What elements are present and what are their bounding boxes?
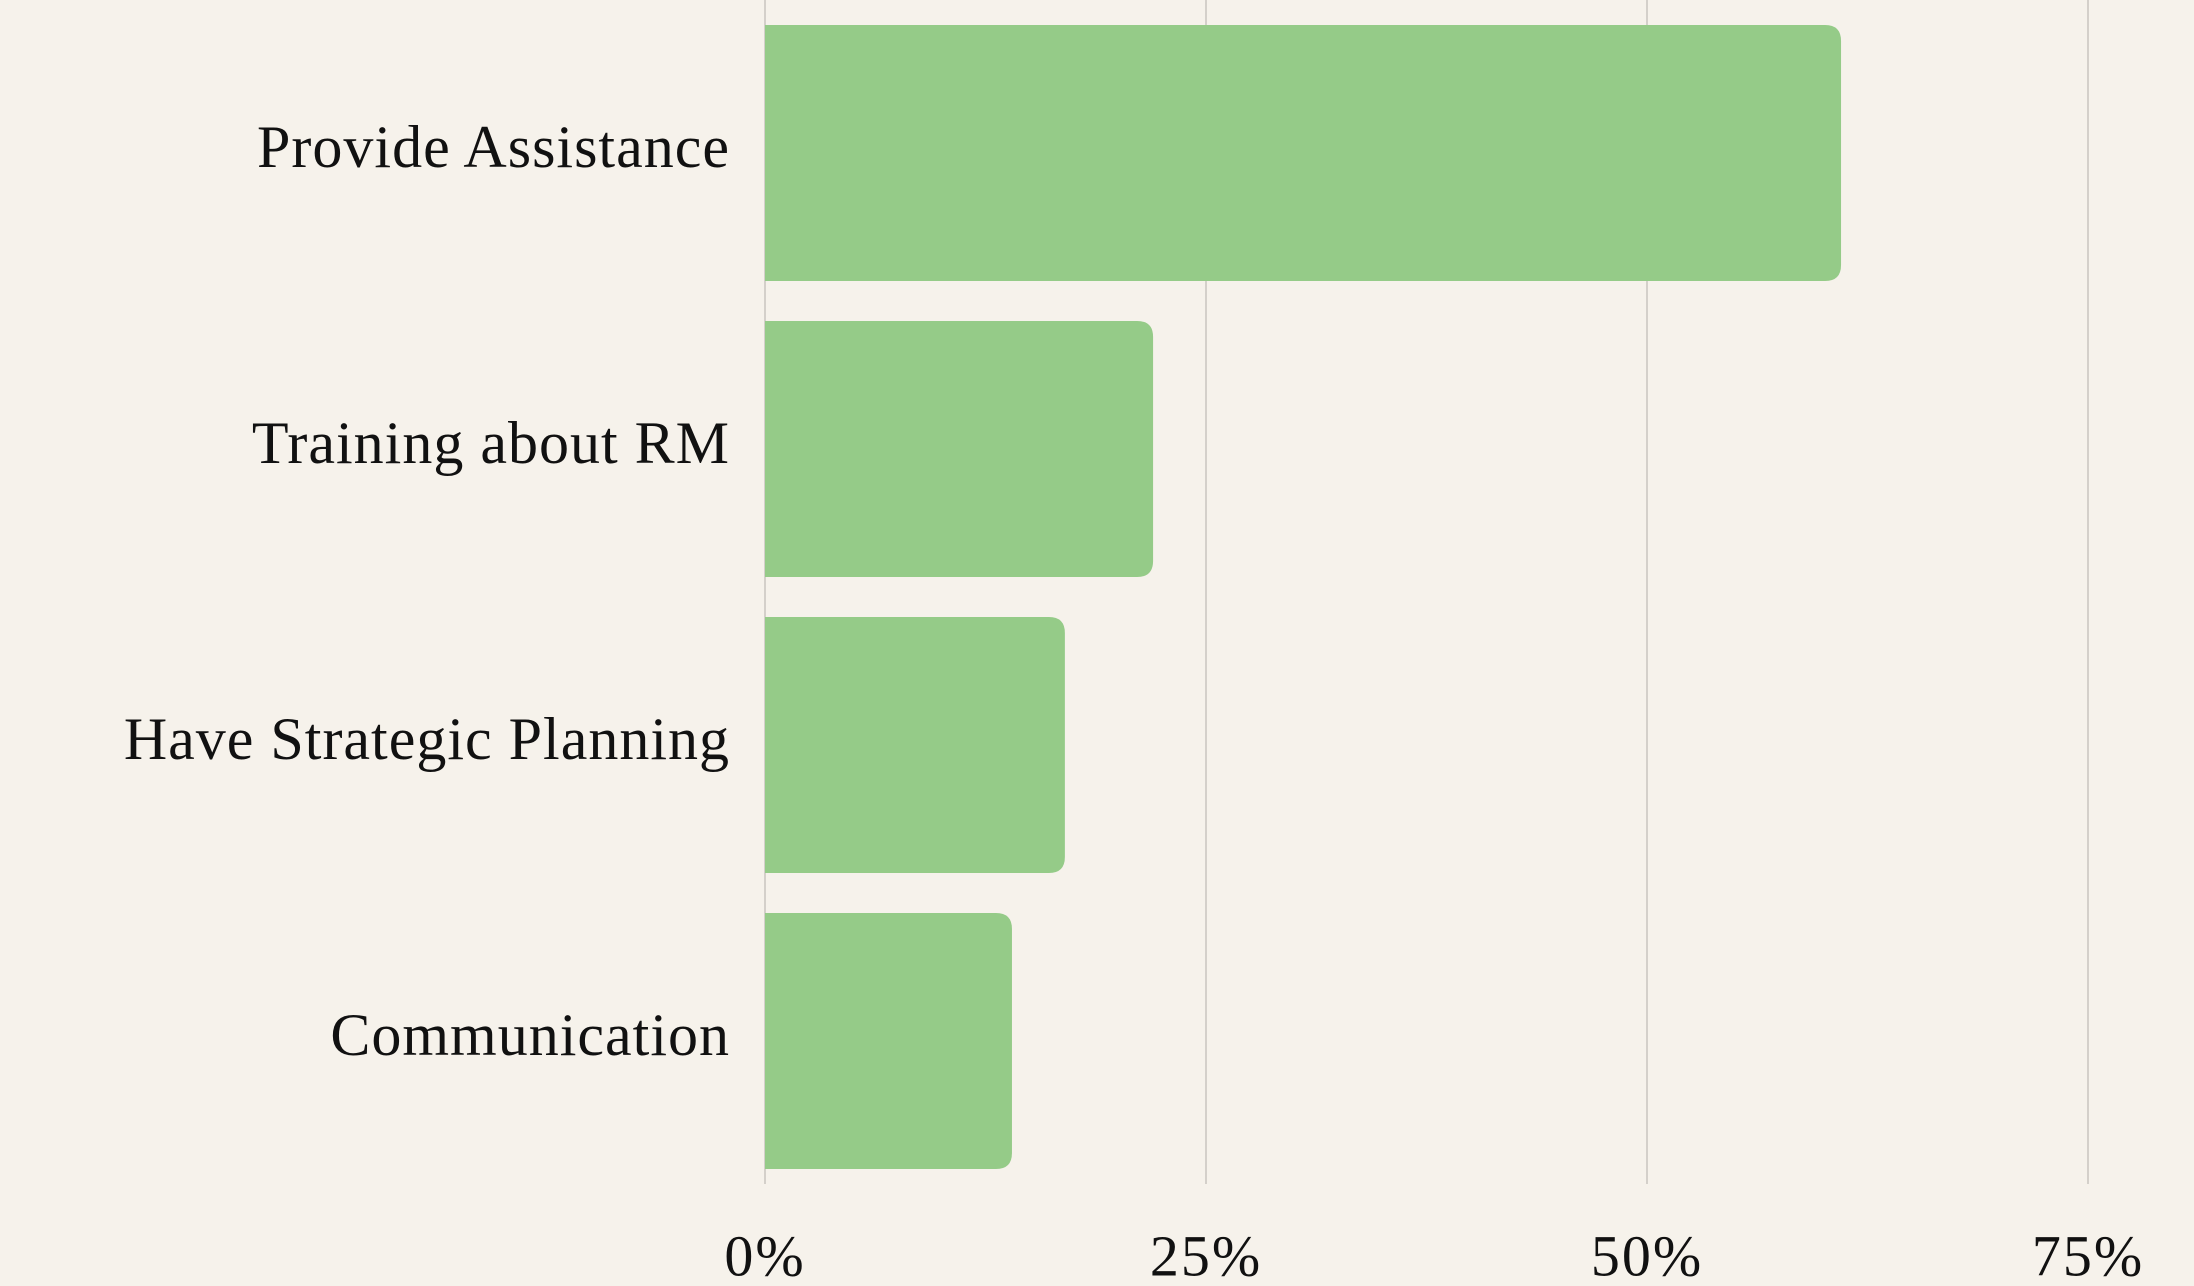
x-tick-label: 0%	[724, 1223, 805, 1286]
y-tick-label: Communication	[330, 1002, 730, 1068]
bar	[765, 320, 1154, 578]
y-tick-label: Training about RM	[252, 410, 730, 476]
bar	[765, 616, 1065, 874]
bar	[765, 24, 1842, 282]
bar	[765, 912, 1012, 1170]
x-tick-label: 25%	[1150, 1223, 1262, 1286]
x-tick-label: 75%	[2032, 1223, 2144, 1286]
y-tick-label: Have Strategic Planning	[124, 706, 730, 772]
y-tick-label: Provide Assistance	[257, 114, 730, 180]
x-tick-label: 50%	[1591, 1223, 1703, 1286]
